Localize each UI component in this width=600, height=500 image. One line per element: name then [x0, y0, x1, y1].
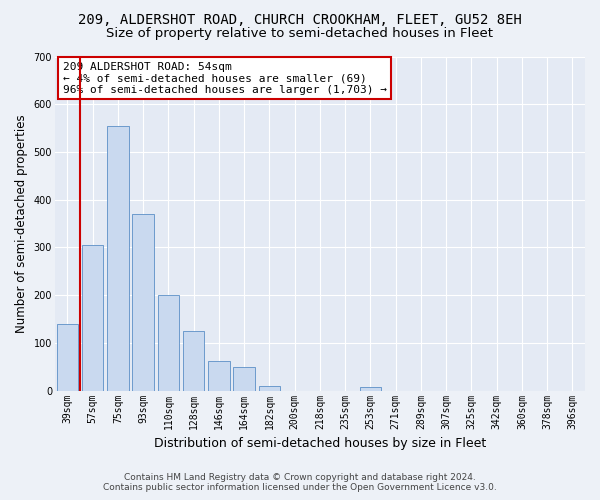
Bar [259, 386, 280, 390]
Bar [233, 367, 255, 390]
Text: 209 ALDERSHOT ROAD: 54sqm
← 4% of semi-detached houses are smaller (69)
96% of s: 209 ALDERSHOT ROAD: 54sqm ← 4% of semi-d… [63, 62, 387, 94]
Y-axis label: Number of semi-detached properties: Number of semi-detached properties [15, 114, 28, 333]
Bar [208, 361, 230, 390]
Text: 209, ALDERSHOT ROAD, CHURCH CROOKHAM, FLEET, GU52 8EH: 209, ALDERSHOT ROAD, CHURCH CROOKHAM, FL… [78, 12, 522, 26]
Bar [57, 324, 78, 390]
Text: Contains HM Land Registry data © Crown copyright and database right 2024.
Contai: Contains HM Land Registry data © Crown c… [103, 473, 497, 492]
Bar [82, 245, 103, 390]
Bar [107, 126, 128, 390]
Bar [133, 214, 154, 390]
Text: Size of property relative to semi-detached houses in Fleet: Size of property relative to semi-detach… [107, 26, 493, 40]
Bar [183, 331, 205, 390]
Bar [359, 387, 381, 390]
X-axis label: Distribution of semi-detached houses by size in Fleet: Distribution of semi-detached houses by … [154, 437, 486, 450]
Bar [158, 295, 179, 390]
